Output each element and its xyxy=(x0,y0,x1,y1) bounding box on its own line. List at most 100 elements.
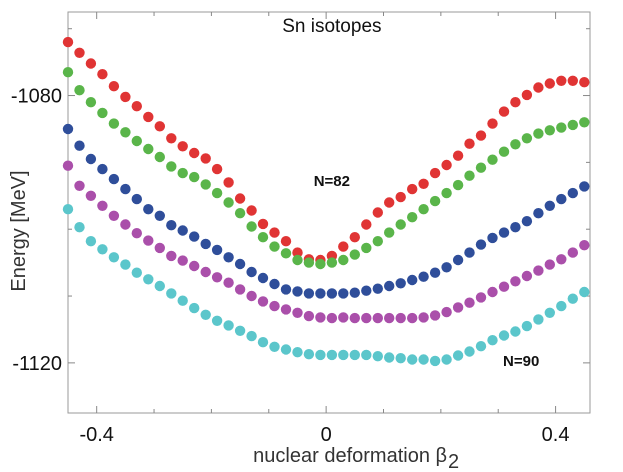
data-point xyxy=(338,288,349,299)
data-point xyxy=(475,341,487,352)
data-point xyxy=(292,347,303,358)
data-point xyxy=(349,249,360,260)
data-point xyxy=(234,193,246,204)
data-point xyxy=(120,127,131,138)
data-point xyxy=(579,240,590,251)
data-point xyxy=(257,232,269,243)
data-point xyxy=(498,330,510,341)
data-point xyxy=(234,325,246,336)
data-point xyxy=(429,267,441,278)
data-point xyxy=(556,122,567,133)
data-point xyxy=(510,97,521,108)
data-point xyxy=(326,349,338,361)
data-point xyxy=(85,97,97,108)
data-point xyxy=(556,254,567,265)
data-point xyxy=(384,312,395,324)
data-point xyxy=(579,77,590,88)
annotation-label: N=90 xyxy=(503,353,539,370)
data-point xyxy=(246,330,257,342)
data-point xyxy=(315,312,326,323)
data-point xyxy=(521,270,533,282)
data-point xyxy=(510,326,521,337)
data-point xyxy=(441,159,452,171)
data-point xyxy=(62,36,74,48)
data-point xyxy=(521,133,533,144)
data-point xyxy=(510,276,521,287)
data-point xyxy=(154,151,165,163)
data-point xyxy=(177,225,188,236)
data-point xyxy=(338,312,349,323)
data-point xyxy=(326,288,338,299)
data-point xyxy=(200,179,211,190)
data-point xyxy=(533,314,544,325)
data-point xyxy=(510,222,521,233)
data-point xyxy=(269,278,280,290)
data-point xyxy=(498,106,510,117)
data-point xyxy=(108,210,120,221)
data-point xyxy=(269,341,280,352)
data-point xyxy=(521,216,533,227)
data-point xyxy=(292,286,303,297)
data-point xyxy=(533,82,544,93)
data-point xyxy=(211,315,223,326)
data-point xyxy=(269,241,280,252)
series-5 xyxy=(62,204,590,367)
data-point xyxy=(223,252,234,263)
data-point xyxy=(452,179,464,191)
data-point xyxy=(269,300,280,312)
data-point xyxy=(257,296,269,307)
data-point xyxy=(464,138,475,149)
data-point xyxy=(131,135,142,147)
data-point xyxy=(62,123,74,135)
data-point xyxy=(429,355,441,367)
data-point xyxy=(326,257,338,268)
data-point xyxy=(533,128,544,139)
data-point xyxy=(441,262,452,273)
data-point xyxy=(579,181,590,192)
data-point xyxy=(487,232,498,244)
data-point xyxy=(579,117,590,128)
data-point xyxy=(361,312,372,324)
series-layer xyxy=(62,36,590,367)
data-point xyxy=(85,236,97,247)
data-point xyxy=(315,349,326,361)
data-point xyxy=(303,257,315,268)
series-3 xyxy=(62,123,590,299)
data-point xyxy=(556,193,567,205)
data-point xyxy=(62,67,74,78)
data-point xyxy=(211,244,223,256)
data-point xyxy=(498,146,510,157)
data-point xyxy=(131,228,142,239)
data-point xyxy=(189,231,200,242)
data-point xyxy=(418,178,429,189)
data-point xyxy=(498,227,510,238)
data-point xyxy=(315,258,326,270)
data-point xyxy=(74,222,85,233)
data-point xyxy=(154,280,165,292)
data-point xyxy=(246,221,257,232)
data-point xyxy=(143,143,154,155)
data-point xyxy=(361,242,372,254)
data-point xyxy=(487,286,498,298)
y-axis-label: Energy [MeV] xyxy=(8,170,30,291)
data-point xyxy=(452,302,464,313)
data-point xyxy=(407,354,418,365)
data-point xyxy=(372,351,383,362)
data-point xyxy=(292,307,303,318)
data-point xyxy=(131,193,142,205)
data-point xyxy=(338,241,349,252)
data-point xyxy=(579,286,590,298)
data-point xyxy=(452,254,464,266)
data-point xyxy=(280,284,292,295)
data-point xyxy=(441,306,452,318)
data-point xyxy=(303,310,315,322)
data-point xyxy=(280,236,292,247)
data-point xyxy=(372,283,383,294)
data-point xyxy=(131,101,142,112)
data-point xyxy=(223,277,234,288)
data-point xyxy=(372,236,383,247)
data-point xyxy=(108,118,120,129)
data-point xyxy=(143,274,154,285)
data-point xyxy=(166,133,177,144)
x-axis-label: nuclear deformation β xyxy=(253,445,447,467)
